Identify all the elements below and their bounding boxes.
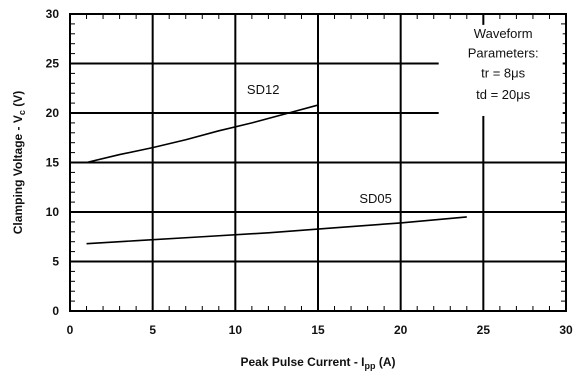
plot-frame bbox=[69, 13, 567, 312]
x-tick-label: 25 bbox=[477, 323, 491, 337]
y-tick-label: 15 bbox=[46, 156, 60, 170]
annotation-line-3: tr = 8μs bbox=[481, 65, 525, 80]
y-axis-title: Clamping Voltage - Vc (V) bbox=[11, 91, 27, 234]
series-lines bbox=[86, 104, 467, 245]
x-axis-title-subscript: pp bbox=[365, 361, 376, 371]
y-tick-label: 25 bbox=[46, 57, 60, 71]
x-tick-label: 10 bbox=[229, 323, 243, 337]
y-axis-title-main: Clamping Voltage - V bbox=[11, 115, 25, 234]
y-tick-label: 10 bbox=[46, 205, 60, 219]
y-tick-label: 5 bbox=[52, 255, 59, 269]
x-tick-label: 0 bbox=[67, 323, 74, 337]
x-tick-labels: 0 5 10 15 20 25 30 bbox=[67, 323, 573, 337]
y-axis-title-subscript: c bbox=[17, 110, 27, 115]
annotation-line-4: td = 20μs bbox=[476, 87, 531, 102]
y-tick-labels: 0 5 10 15 20 25 30 bbox=[46, 7, 60, 318]
y-tick-label: 30 bbox=[46, 7, 60, 21]
y-axis-title-unit: (V) bbox=[11, 91, 25, 110]
annotation-background bbox=[438, 24, 563, 116]
series-line-sd05 bbox=[86, 216, 467, 245]
x-tick-label: 30 bbox=[559, 323, 573, 337]
x-tick-label: 15 bbox=[311, 323, 325, 337]
series-line-sd12 bbox=[86, 104, 319, 164]
x-axis-title-main: Peak Pulse Current - I bbox=[240, 355, 364, 369]
x-tick-label: 20 bbox=[394, 323, 408, 337]
x-axis-title-unit: (A) bbox=[376, 355, 396, 369]
series-label-sd05: SD05 bbox=[359, 191, 392, 206]
x-axis-title: Peak Pulse Current - Ipp (A) bbox=[240, 355, 395, 371]
x-tick-label: 5 bbox=[149, 323, 156, 337]
waveform-parameters-note: Waveform Parameters: tr = 8μs td = 20μs bbox=[468, 26, 539, 102]
y-tick-label: 0 bbox=[52, 304, 59, 318]
annotation-line-1: Waveform bbox=[474, 26, 533, 41]
y-tick-label: 20 bbox=[46, 106, 60, 120]
annotation-line-2: Parameters: bbox=[468, 46, 539, 61]
series-label-sd12: SD12 bbox=[247, 82, 280, 97]
